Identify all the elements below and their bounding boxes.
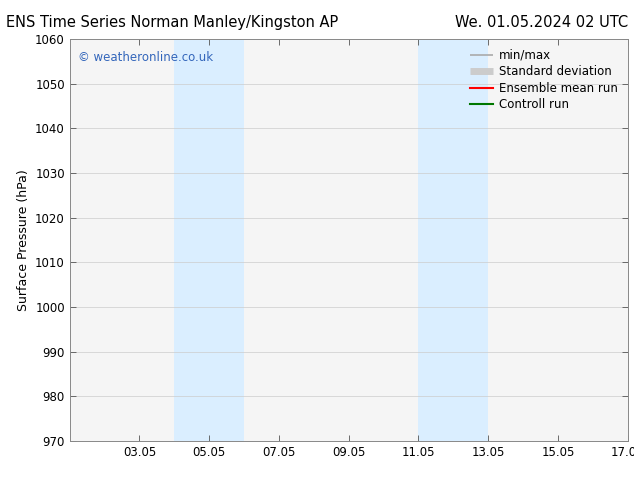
Text: © weatheronline.co.uk: © weatheronline.co.uk — [78, 51, 213, 64]
Text: We. 01.05.2024 02 UTC: We. 01.05.2024 02 UTC — [455, 15, 628, 30]
Legend: min/max, Standard deviation, Ensemble mean run, Controll run: min/max, Standard deviation, Ensemble me… — [466, 45, 622, 115]
Text: ENS Time Series Norman Manley/Kingston AP: ENS Time Series Norman Manley/Kingston A… — [6, 15, 339, 30]
Bar — [418, 39, 488, 441]
Y-axis label: Surface Pressure (hPa): Surface Pressure (hPa) — [16, 169, 30, 311]
Bar — [174, 39, 244, 441]
